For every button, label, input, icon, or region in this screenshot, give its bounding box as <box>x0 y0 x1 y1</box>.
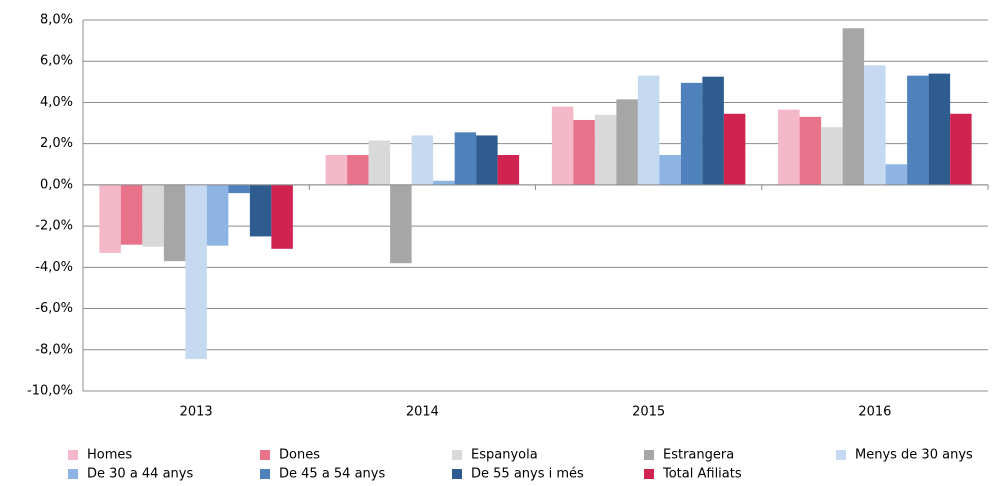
legend-label: De 55 anys i més <box>471 467 584 482</box>
bar <box>885 164 908 185</box>
legend-label: Menys de 30 anys <box>855 448 973 463</box>
bar <box>325 155 348 185</box>
bar <box>142 184 164 247</box>
y-tick-label: 8,0% <box>40 13 73 28</box>
legend-label: Total Afiliats <box>662 467 742 482</box>
legend-swatch <box>68 469 78 479</box>
x-tick-label: 2014 <box>406 405 439 420</box>
legend-swatch <box>836 450 846 460</box>
legend-swatch <box>644 450 654 460</box>
x-tick-label: 2016 <box>858 405 891 420</box>
y-tick-label: -2,0% <box>35 219 73 234</box>
legend-swatch <box>260 469 270 479</box>
y-tick-label: 2,0% <box>40 136 73 151</box>
legend-label: Dones <box>279 448 320 463</box>
bar <box>347 155 369 185</box>
bar <box>99 184 121 253</box>
bar <box>454 132 477 185</box>
bar <box>821 127 843 185</box>
bar <box>702 76 724 185</box>
bar <box>411 135 434 185</box>
bar <box>659 155 681 185</box>
legend-label: Espanyola <box>471 448 538 463</box>
bar <box>680 82 703 185</box>
bar <box>433 180 455 185</box>
bar <box>907 75 929 185</box>
legend-swatch <box>452 450 462 460</box>
legend-label: De 30 a 44 anys <box>87 467 193 482</box>
bar <box>864 65 886 185</box>
x-tick-label: 2013 <box>180 405 213 420</box>
y-tick-label: 6,0% <box>40 54 73 69</box>
legend-swatch <box>260 450 270 460</box>
bar <box>120 184 143 245</box>
bar <box>228 184 250 194</box>
y-tick-label: -4,0% <box>35 260 73 275</box>
legend-swatch <box>68 450 78 460</box>
bar <box>163 184 186 262</box>
bar <box>390 184 412 264</box>
y-tick-label: 0,0% <box>40 177 73 192</box>
bar <box>206 184 229 246</box>
y-tick-label: -6,0% <box>35 301 73 316</box>
bar <box>799 116 822 185</box>
legend-label: Estrangera <box>663 448 734 463</box>
legend-swatch <box>644 469 654 479</box>
bar <box>594 114 617 185</box>
bar <box>928 73 951 185</box>
bar <box>249 184 272 237</box>
bar <box>476 135 498 185</box>
bar <box>778 109 800 185</box>
bar <box>185 184 207 360</box>
bar <box>616 99 638 185</box>
y-tick-label: 4,0% <box>40 95 73 110</box>
bar <box>637 75 660 185</box>
bar <box>368 140 391 185</box>
y-tick-label: -8,0% <box>35 342 73 357</box>
bar <box>842 28 865 185</box>
legend-label: Homes <box>87 448 132 463</box>
bar <box>271 184 293 249</box>
bar <box>723 113 746 185</box>
bar <box>497 155 520 185</box>
x-tick-label: 2015 <box>632 405 665 420</box>
bar <box>573 119 595 185</box>
y-tick-label: -10,0% <box>27 384 73 399</box>
legend-swatch <box>452 469 462 479</box>
bar <box>950 113 972 185</box>
bar <box>551 106 574 185</box>
legend-label: De 45 a 54 anys <box>279 467 385 482</box>
